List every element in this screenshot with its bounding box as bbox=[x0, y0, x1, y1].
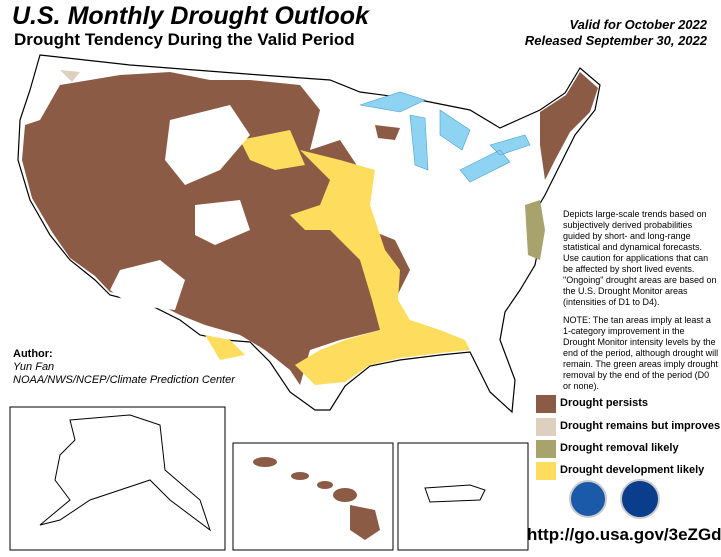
no-drought-area bbox=[195, 200, 250, 245]
author-name: Yun Fan bbox=[13, 361, 55, 373]
drought-development-area bbox=[290, 150, 470, 385]
hawaii-islands bbox=[253, 457, 380, 540]
legend-label: Drought removal likely bbox=[560, 442, 679, 454]
valid-period: Valid for October 2022 bbox=[569, 17, 707, 32]
island bbox=[350, 505, 380, 540]
drought-development-area bbox=[205, 335, 245, 360]
legend-swatch bbox=[536, 462, 556, 480]
drought-persists-area bbox=[540, 72, 598, 180]
island bbox=[317, 481, 333, 489]
drought-removes-improves-area bbox=[60, 70, 80, 82]
note: NOTE: The tan areas imply at least a 1-c… bbox=[563, 315, 719, 391]
author-organization: NOAA/NWS/NCEP/Climate Prediction Center bbox=[13, 374, 235, 386]
alaska-outline bbox=[39, 414, 211, 532]
doc-logo bbox=[569, 480, 607, 518]
drought-removal-area bbox=[525, 200, 545, 260]
puerto-rico-outline bbox=[424, 484, 486, 503]
no-drought-area bbox=[165, 105, 250, 185]
drought-development-area bbox=[240, 130, 305, 170]
author-label: Author: bbox=[13, 348, 53, 360]
island bbox=[333, 488, 357, 502]
legend-label: Drought persists bbox=[560, 397, 649, 409]
legend-swatch bbox=[536, 395, 556, 413]
drought-areas bbox=[22, 70, 598, 385]
url: http://go.usa.gov/3eZGd bbox=[527, 525, 721, 544]
legend-swatch bbox=[536, 440, 556, 458]
release-date: Released September 30, 2022 bbox=[524, 33, 707, 48]
great-lakes bbox=[359, 91, 531, 183]
no-drought-area bbox=[110, 260, 185, 310]
legend-label: Drought remains but improves bbox=[560, 420, 721, 432]
drought-persists-area bbox=[375, 125, 400, 140]
subtitle: Drought Tendency During the Valid Period bbox=[14, 30, 355, 49]
legend-label: Drought development likely bbox=[560, 464, 705, 476]
island bbox=[291, 472, 309, 480]
noaa-logo bbox=[620, 479, 660, 519]
island bbox=[253, 457, 277, 467]
title: U.S. Monthly Drought Outlook bbox=[12, 2, 369, 30]
legend-swatch bbox=[536, 418, 556, 436]
description: Depicts large-scale trends based on subj… bbox=[563, 209, 717, 307]
